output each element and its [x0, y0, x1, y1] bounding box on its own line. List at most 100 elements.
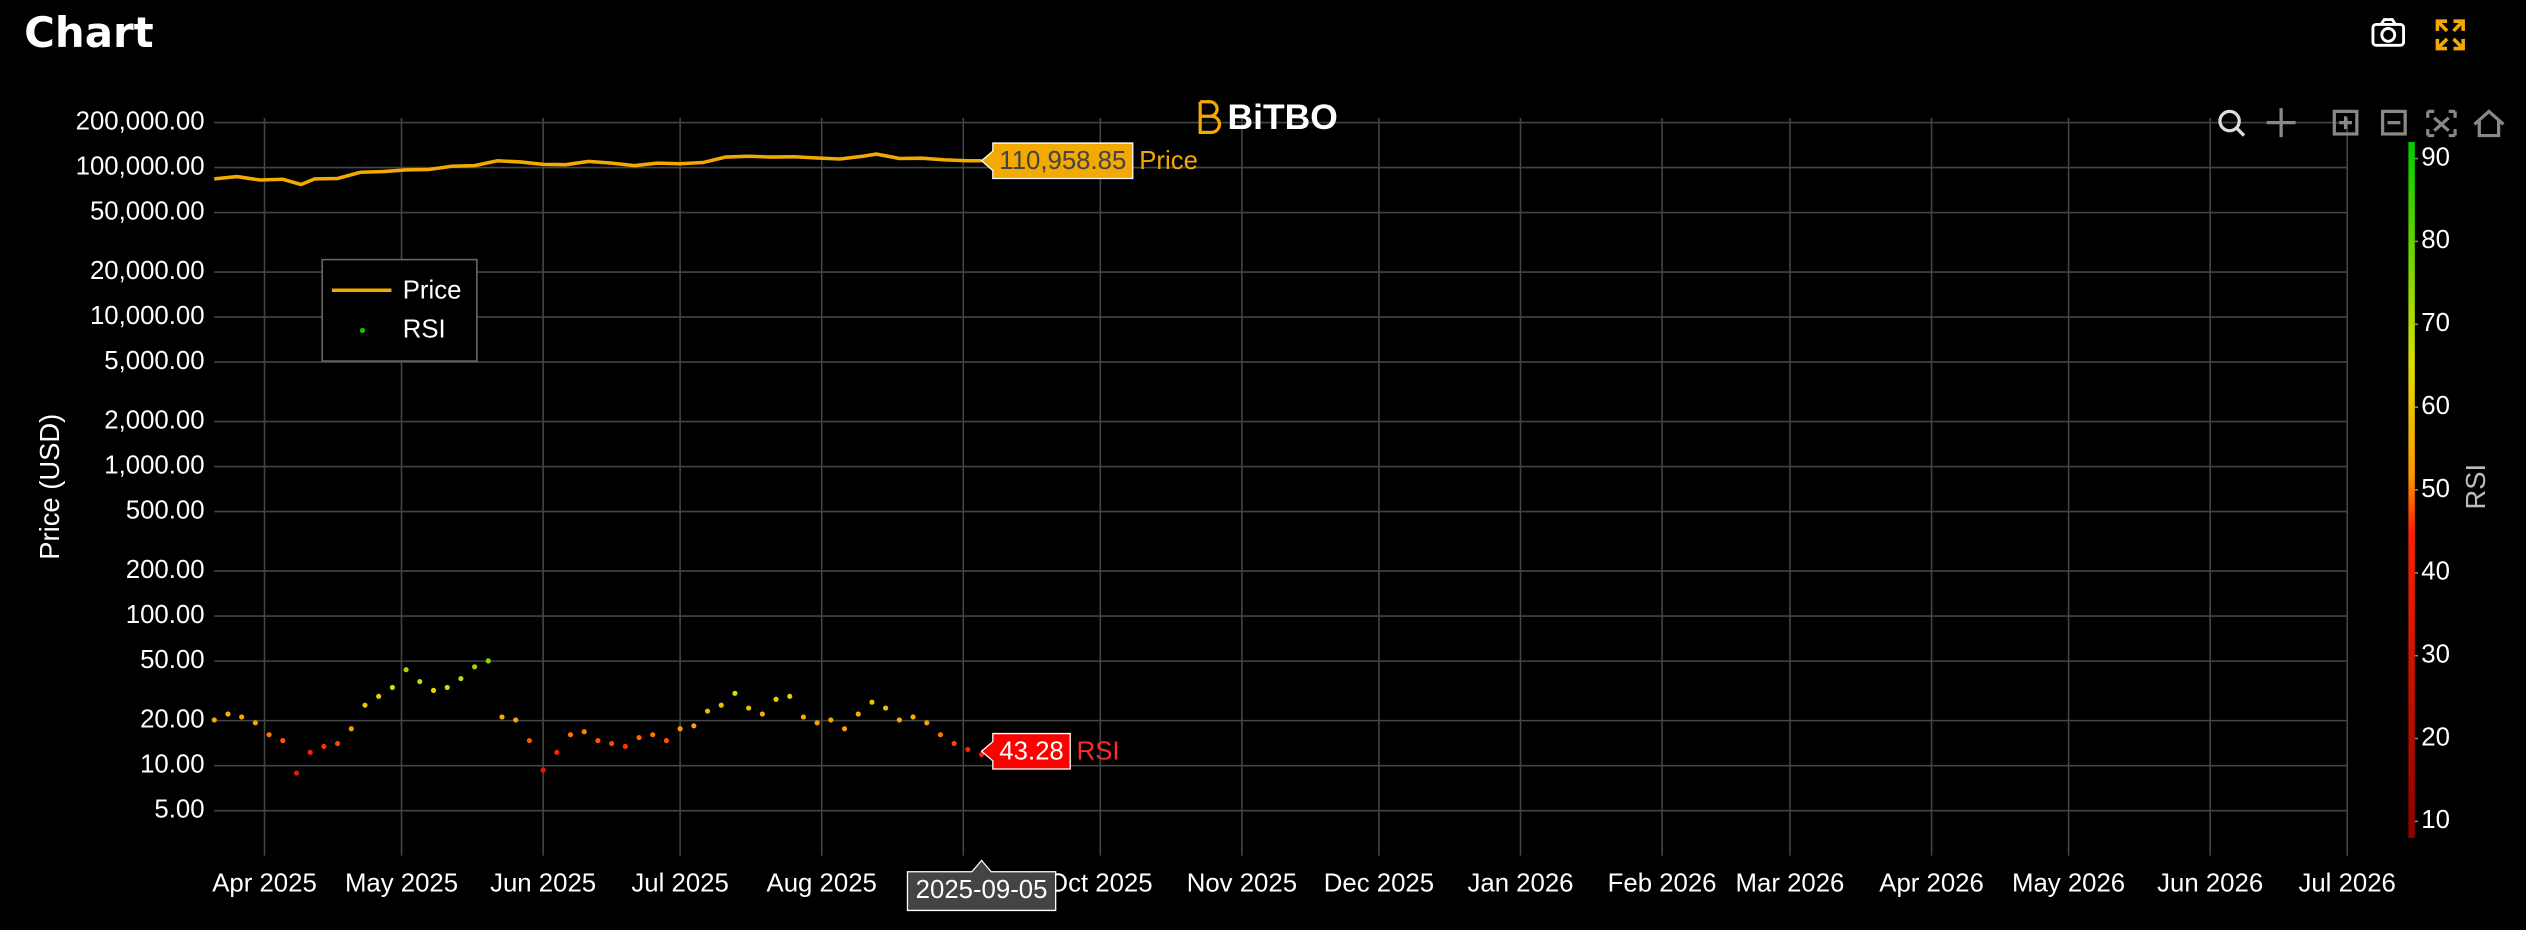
rsi-point — [924, 720, 930, 726]
watermark: BiTBO — [1228, 97, 1338, 137]
hover-value: 110,958.85 — [999, 147, 1126, 175]
zoom-button[interactable] — [2218, 109, 2246, 137]
x-tick-label: Jun 2025 — [490, 869, 596, 897]
rsi-point — [307, 749, 313, 755]
rsi-point — [225, 711, 231, 717]
legend-label: Price — [403, 277, 462, 305]
rsi-point — [718, 702, 724, 708]
rsi-point — [526, 737, 532, 744]
rsi-point — [828, 717, 834, 723]
rsi-point — [389, 684, 395, 691]
rsi-point — [211, 717, 217, 723]
rsi-point — [540, 767, 546, 773]
plot-area: 200,000.00 100,000.00 50,000.00 20,000.00 10… — [34, 107, 2491, 912]
rsi-point — [458, 676, 464, 682]
rsi-point — [691, 723, 697, 729]
rsi-point — [430, 687, 437, 693]
rsi-point — [841, 726, 848, 732]
camera-button[interactable] — [2371, 18, 2406, 47]
rsi-point — [636, 735, 642, 741]
y-tick-label: 10.00 — [140, 750, 204, 778]
rsi-point — [252, 720, 258, 726]
hover-value: 43.28 — [999, 738, 1063, 766]
colorbar-tick-label: 10 — [2421, 806, 2450, 834]
legend-box — [321, 258, 478, 362]
rsi-point — [280, 737, 286, 744]
hover-label: 43.28 RSI — [980, 732, 1120, 770]
rsi-point — [787, 693, 793, 699]
rsi-point — [650, 732, 656, 738]
colorbar-tick-label: 50 — [2421, 475, 2450, 503]
rsi-point — [732, 690, 738, 696]
hover-box — [980, 732, 1071, 770]
y-tick-label: 5,000.00 — [104, 347, 204, 375]
rsi-point — [513, 717, 519, 723]
rsi-point — [266, 732, 272, 738]
rsi-point — [663, 737, 669, 744]
x-tick-label: Mar 2026 — [1736, 869, 1845, 897]
hover-series-name: Price — [1139, 147, 1198, 175]
rsi-point — [293, 770, 300, 776]
rsi-point — [239, 714, 245, 720]
fullscreen-button[interactable] — [2435, 19, 2465, 51]
y-tick-label: 100.00 — [126, 601, 205, 629]
legend-label: RSI — [403, 315, 446, 343]
rsi-point — [965, 746, 971, 752]
rsi-point — [814, 720, 820, 726]
y-tick-label: 200.00 — [126, 556, 205, 584]
rsi-point — [403, 667, 409, 673]
y-tick-label: 20,000.00 — [90, 257, 205, 285]
rsi-point — [622, 743, 628, 750]
autoscale-button[interactable] — [2426, 109, 2457, 138]
y-tick-label: 2,000.00 — [104, 406, 204, 434]
colorbar-tick-label: 60 — [2421, 392, 2450, 420]
rsi-point — [321, 743, 327, 750]
colorbar-title: RSI — [2460, 464, 2491, 510]
zoom-in-button[interactable] — [2332, 109, 2359, 136]
y-tick-label: 100,000.00 — [76, 152, 205, 180]
hover-series-name: RSI — [1077, 738, 1120, 766]
y-tick-label: 200,000.00 — [76, 107, 205, 135]
x-tick-label: Jan 2026 — [1467, 869, 1573, 897]
rsi-point — [595, 737, 601, 744]
zoom-out-button[interactable] — [2381, 109, 2407, 136]
x-tick-label: Feb 2026 — [1608, 869, 1717, 897]
hover-label: 110,958.85 Price — [980, 142, 1198, 180]
rsi-point — [348, 726, 354, 732]
hover-box — [980, 142, 1134, 180]
x-tick-label: Nov 2025 — [1187, 869, 1297, 897]
colorbar — [2408, 142, 2415, 838]
rsi-point — [704, 708, 711, 714]
x-tick-label: Jun 2026 — [2157, 869, 2263, 897]
rsi-point — [937, 732, 944, 738]
y-tick-label: 500.00 — [126, 496, 205, 524]
rsi-point — [472, 664, 478, 670]
rsi-point — [376, 693, 382, 699]
x-tick-label: May 2025 — [345, 869, 458, 897]
rsi-point — [746, 705, 752, 711]
rsi-point — [910, 714, 916, 720]
reset-button[interactable] — [2473, 109, 2505, 138]
rsi-point — [773, 696, 779, 702]
legend-dot — [359, 327, 366, 334]
rsi-point — [554, 749, 560, 755]
rsi-point — [609, 740, 615, 747]
rsi-point — [869, 699, 875, 705]
colorbar-tick-label: 80 — [2421, 226, 2450, 254]
y-tick-label: 1,000.00 — [104, 451, 204, 479]
x-tick-label: Aug 2025 — [767, 869, 877, 897]
x-tick-label: Apr 2026 — [1879, 869, 1984, 897]
x-tick-label: Jul 2025 — [631, 869, 728, 897]
colorbar-tick-label: 90 — [2421, 143, 2450, 171]
y-tick-label: 20.00 — [140, 705, 204, 733]
rsi-point — [855, 711, 861, 717]
colorbar-tick-label: 40 — [2421, 558, 2450, 586]
colorbar-tick-label: 30 — [2421, 640, 2450, 668]
y-axis-title: Price (USD) — [34, 414, 65, 560]
pan-button[interactable] — [2266, 108, 2296, 138]
rsi-point — [417, 678, 423, 685]
rsi-point — [362, 702, 368, 708]
x-tick-label: Oct 2025 — [1048, 869, 1153, 897]
